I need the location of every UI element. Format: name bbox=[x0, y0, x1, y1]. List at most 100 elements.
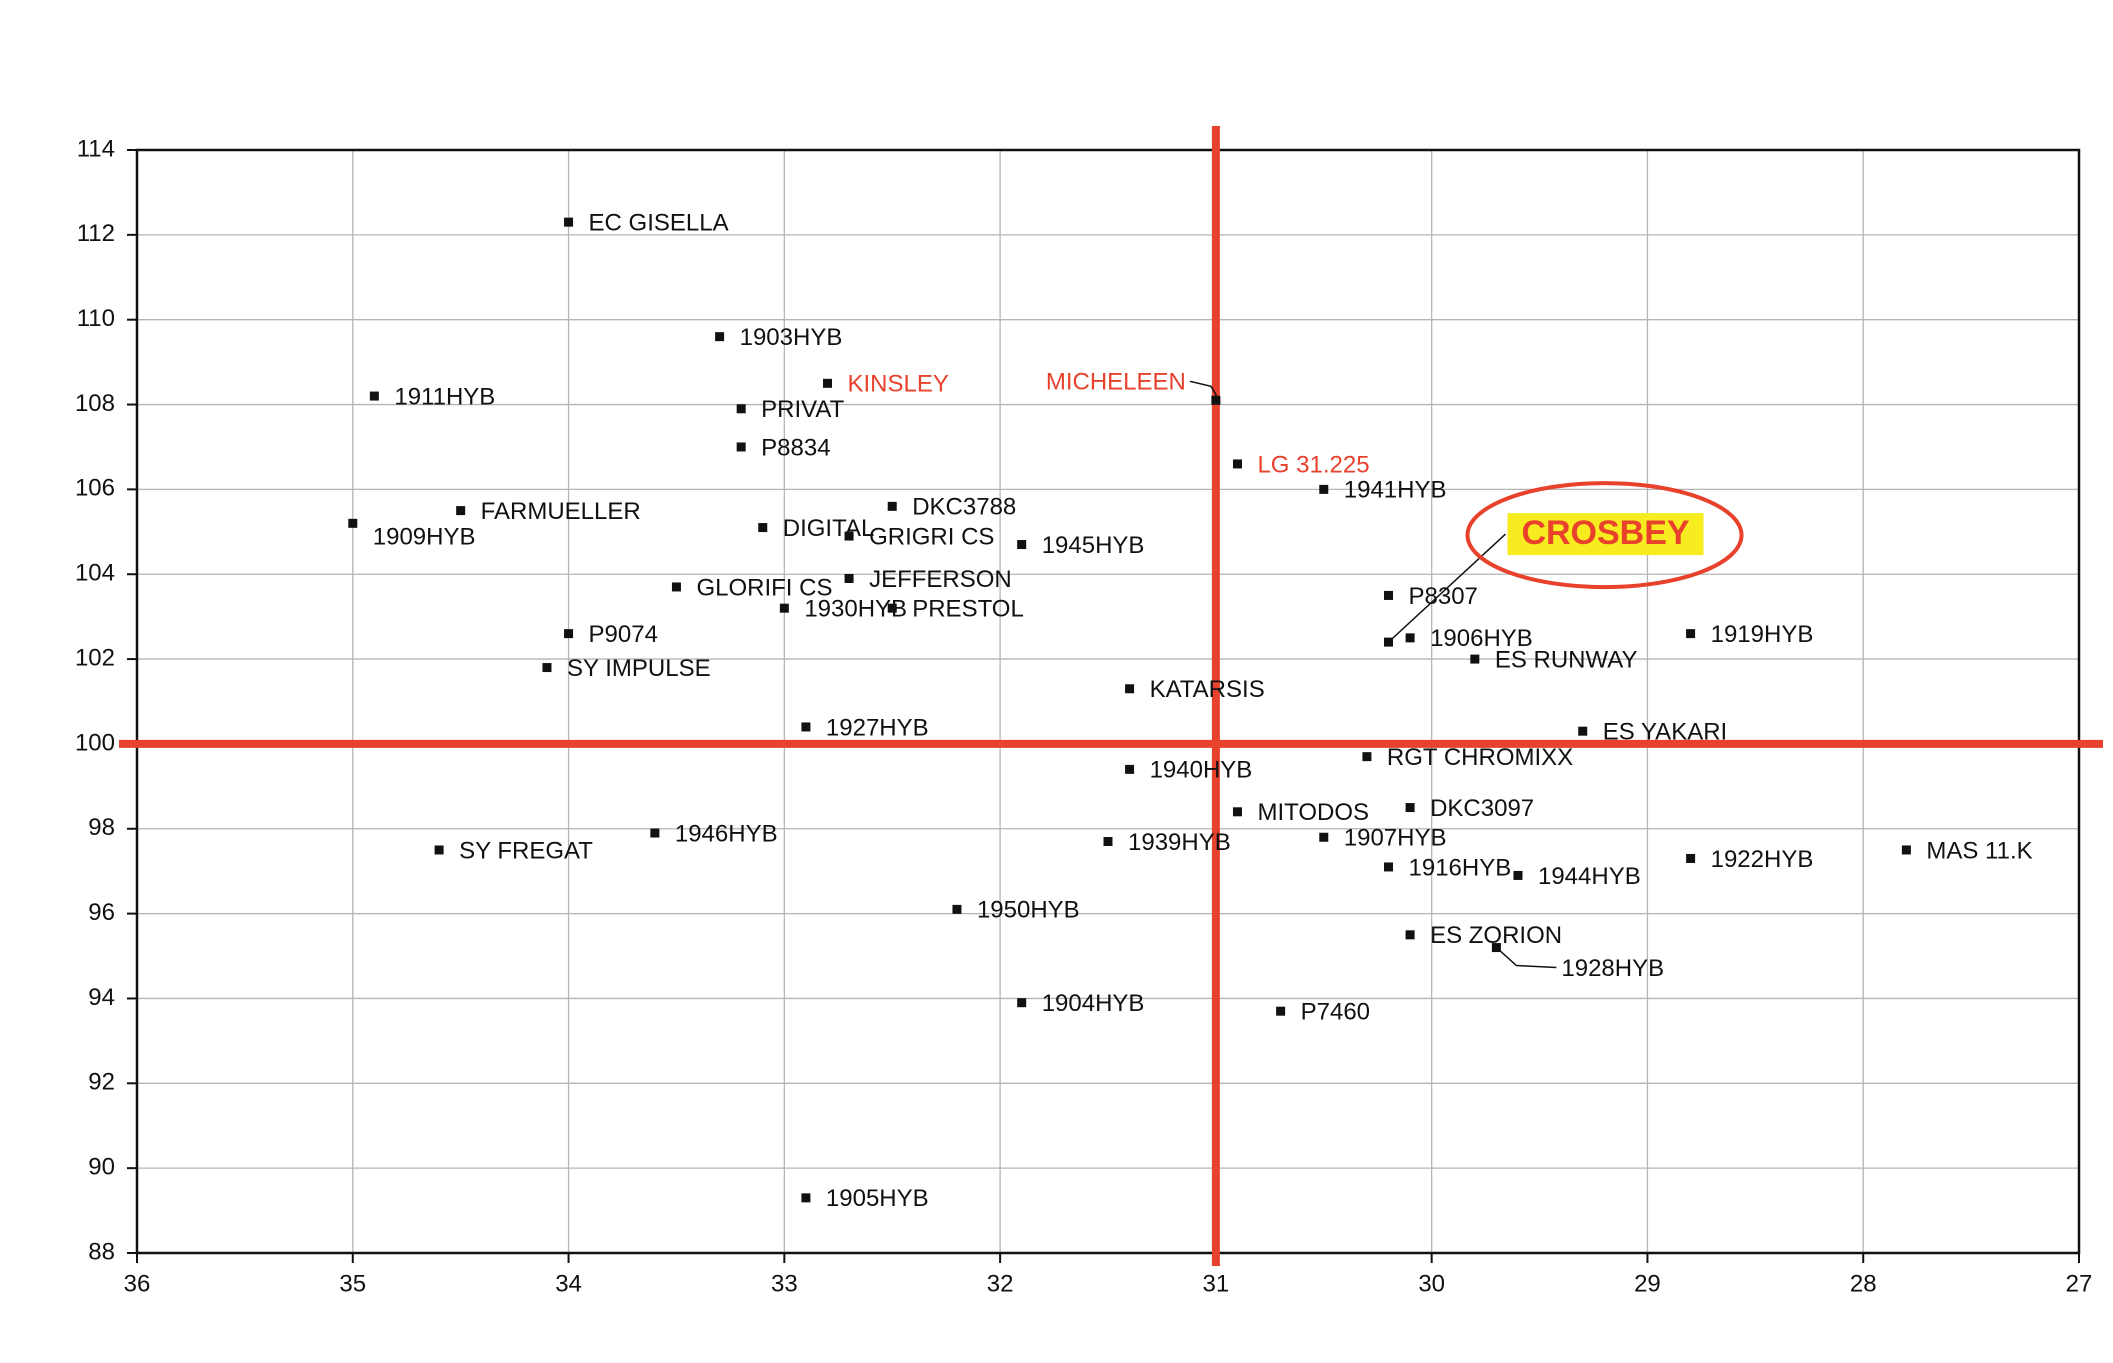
point-label: ES YAKARI bbox=[1603, 719, 1728, 746]
x-tick-label: 31 bbox=[1203, 1270, 1230, 1297]
point-marker bbox=[1686, 853, 1696, 863]
point-marker bbox=[801, 1193, 811, 1203]
y-tick-label: 102 bbox=[75, 644, 115, 671]
point-label: 1903HYB bbox=[740, 324, 843, 351]
point-marker bbox=[887, 501, 897, 511]
point-marker bbox=[1017, 540, 1027, 550]
point-label: 1907HYB bbox=[1344, 825, 1447, 852]
point-marker bbox=[1103, 836, 1113, 846]
point-label: GRIGRI CS bbox=[869, 523, 994, 550]
x-tick-label: 33 bbox=[771, 1270, 798, 1297]
x-tick-label: 34 bbox=[555, 1270, 582, 1297]
y-tick-label: 88 bbox=[88, 1238, 115, 1265]
y-tick-label: 94 bbox=[88, 984, 115, 1011]
point-label: CROSBEY bbox=[1521, 514, 1689, 552]
y-tick-label: 108 bbox=[75, 390, 115, 417]
point-marker bbox=[564, 217, 574, 227]
point-label: SY FREGAT bbox=[459, 837, 593, 864]
point-marker bbox=[1405, 633, 1415, 643]
point-marker bbox=[1405, 803, 1415, 813]
point-marker bbox=[952, 904, 962, 914]
y-tick-label: 112 bbox=[77, 220, 115, 247]
point-marker bbox=[434, 845, 444, 855]
y-tick-label: 96 bbox=[88, 899, 115, 926]
point-label: ES RUNWAY bbox=[1495, 646, 1638, 673]
point-marker bbox=[758, 523, 768, 533]
point-marker bbox=[822, 378, 832, 388]
point-label: 1919HYB bbox=[1711, 621, 1814, 648]
point-marker bbox=[1384, 862, 1394, 872]
x-tick-label: 27 bbox=[2066, 1270, 2093, 1297]
y-tick-label: 100 bbox=[75, 729, 115, 756]
point-label: P9074 bbox=[589, 621, 658, 648]
leader-line bbox=[1388, 533, 1507, 643]
point-label: 1911HYB bbox=[394, 383, 495, 410]
y-tick-label: 114 bbox=[77, 135, 115, 162]
y-tick-label: 90 bbox=[88, 1153, 115, 1180]
point-marker bbox=[844, 531, 854, 541]
point-label: 1950HYB bbox=[977, 897, 1080, 924]
point-label: MICHELEEN bbox=[1046, 369, 1186, 396]
point-label: KATARSIS bbox=[1150, 676, 1265, 703]
point-marker bbox=[844, 573, 854, 583]
point-label: MITODOS bbox=[1257, 799, 1369, 826]
point-label: PRESTOL bbox=[912, 596, 1024, 623]
point-label: P8307 bbox=[1409, 583, 1478, 610]
point-marker bbox=[1470, 654, 1480, 664]
point-marker bbox=[1686, 629, 1696, 639]
point-marker bbox=[671, 582, 681, 592]
point-label: DKC3788 bbox=[912, 494, 1016, 521]
point-marker bbox=[1276, 1006, 1286, 1016]
point-marker bbox=[1384, 637, 1394, 647]
point-marker bbox=[1491, 943, 1501, 953]
point-label: JEFFERSON bbox=[869, 566, 1012, 593]
point-label: 1939HYB bbox=[1128, 829, 1231, 856]
point-label: 1927HYB bbox=[826, 714, 929, 741]
point-marker bbox=[1017, 998, 1027, 1008]
point-label: DIGITAL bbox=[783, 515, 875, 542]
point-label: 1909HYB bbox=[373, 524, 476, 551]
x-tick-label: 35 bbox=[339, 1270, 366, 1297]
leader-line bbox=[1495, 946, 1557, 969]
x-tick-label: 30 bbox=[1418, 1270, 1445, 1297]
point-marker bbox=[1319, 832, 1329, 842]
point-label: 1906HYB bbox=[1430, 625, 1533, 652]
y-tick-label: 104 bbox=[75, 560, 115, 587]
point-label: DKC3097 bbox=[1430, 795, 1534, 822]
point-label: SY IMPULSE bbox=[567, 655, 711, 682]
highlight-box bbox=[1507, 513, 1704, 556]
point-label: 1904HYB bbox=[1042, 990, 1145, 1017]
point-label: 1922HYB bbox=[1711, 846, 1814, 873]
point-marker bbox=[542, 663, 552, 673]
x-tick-label: 29 bbox=[1634, 1270, 1661, 1297]
point-label: LG 31.225 bbox=[1257, 451, 1369, 478]
point-label: PRIVAT bbox=[761, 396, 844, 423]
point-marker bbox=[1901, 845, 1911, 855]
point-marker bbox=[1513, 870, 1523, 880]
point-marker bbox=[456, 506, 466, 516]
y-tick-label: 110 bbox=[77, 305, 115, 332]
point-label: 1928HYB bbox=[1561, 955, 1664, 982]
point-marker bbox=[715, 332, 725, 342]
point-marker bbox=[736, 404, 746, 414]
point-marker bbox=[348, 518, 358, 528]
point-label: 1946HYB bbox=[675, 820, 778, 847]
point-marker bbox=[1319, 484, 1329, 494]
point-marker bbox=[1362, 752, 1372, 762]
point-label: EC GISELLA bbox=[589, 209, 729, 236]
point-label: 1916HYB bbox=[1409, 854, 1512, 881]
point-marker bbox=[1125, 764, 1135, 774]
point-label: P7460 bbox=[1301, 999, 1370, 1026]
point-label: 1940HYB bbox=[1150, 757, 1253, 784]
point-marker bbox=[736, 442, 746, 452]
point-marker bbox=[369, 391, 379, 401]
point-marker bbox=[1405, 930, 1415, 940]
point-marker bbox=[801, 722, 811, 732]
y-tick-label: 98 bbox=[88, 814, 115, 841]
point-label: 1941HYB bbox=[1344, 477, 1447, 504]
y-tick-label: 92 bbox=[88, 1069, 115, 1096]
point-marker bbox=[1125, 684, 1135, 694]
point-label: FARMUELLER bbox=[481, 498, 641, 525]
